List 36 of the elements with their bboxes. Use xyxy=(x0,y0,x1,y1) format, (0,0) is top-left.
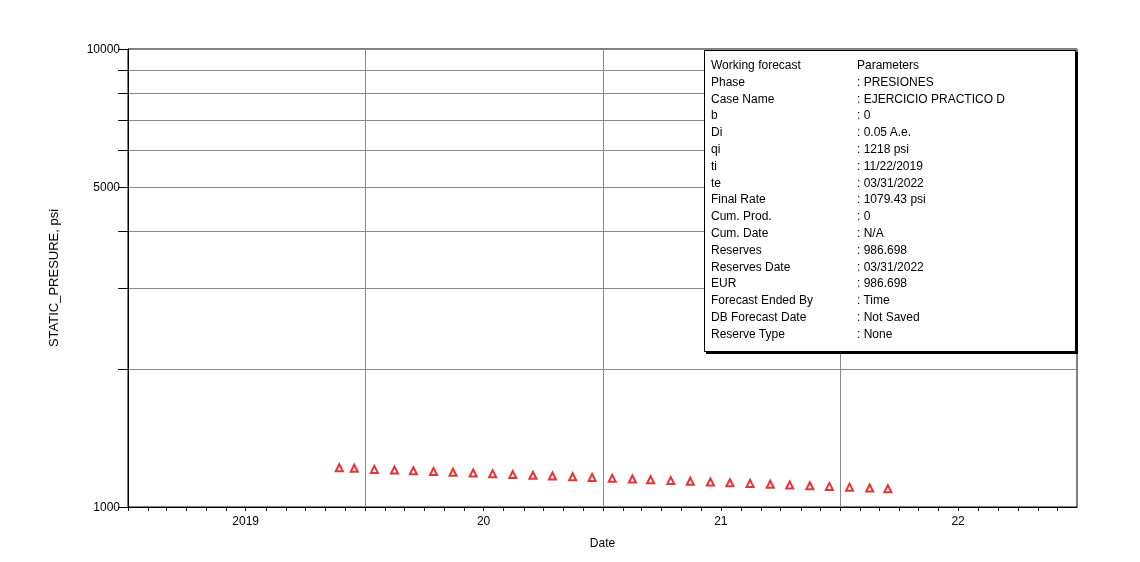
point xyxy=(685,476,695,486)
point xyxy=(824,481,834,491)
point xyxy=(725,478,735,488)
point xyxy=(607,473,617,483)
point xyxy=(883,484,893,494)
x-tick-label: 22 xyxy=(951,514,966,528)
y-tick-label: 5000 xyxy=(93,179,121,194)
point xyxy=(865,483,875,493)
y-axis-title: STATIC_PRESURE, psi xyxy=(46,208,61,348)
point xyxy=(587,472,597,482)
point xyxy=(369,464,379,474)
point xyxy=(468,468,478,478)
point xyxy=(547,471,557,481)
point xyxy=(785,480,795,490)
x-tick-label: 21 xyxy=(714,514,728,528)
point xyxy=(568,472,578,482)
point xyxy=(408,466,418,476)
point xyxy=(528,470,538,480)
x-tick-label: 20 xyxy=(476,514,491,528)
point xyxy=(845,482,854,492)
x-axis-title: Date xyxy=(589,536,616,550)
point xyxy=(745,478,755,488)
point xyxy=(705,477,715,487)
point xyxy=(390,465,399,475)
point xyxy=(349,463,359,473)
parameters-panel: Working forecast Parameters Phase : PRESIONES Case Name : EJERCICIO PRACTICO D b : 0 Di : 0.05 A.e. qi : 1218 psi ti : 11/22/2019 te : 03/31/2022 Final Rate : 1079.43 psi Cum. Prod. : 0 Cum. Date : N/A Reserves : 986.698 Reserves Date : 03/31/2022 EUR : 986.698 Forecast Ended By : Time DB Forecast Date : Not Saved Reserve Type : None xyxy=(704,50,1076,352)
y-tick-label: 1000 xyxy=(93,500,121,514)
point xyxy=(334,463,344,473)
point xyxy=(448,467,458,477)
y-tick-label: 10000 xyxy=(86,42,121,56)
point xyxy=(765,479,775,489)
point xyxy=(805,481,815,491)
x-tick-label: 2019 xyxy=(232,514,260,528)
point xyxy=(488,469,498,479)
point xyxy=(627,474,637,484)
point xyxy=(646,475,656,485)
